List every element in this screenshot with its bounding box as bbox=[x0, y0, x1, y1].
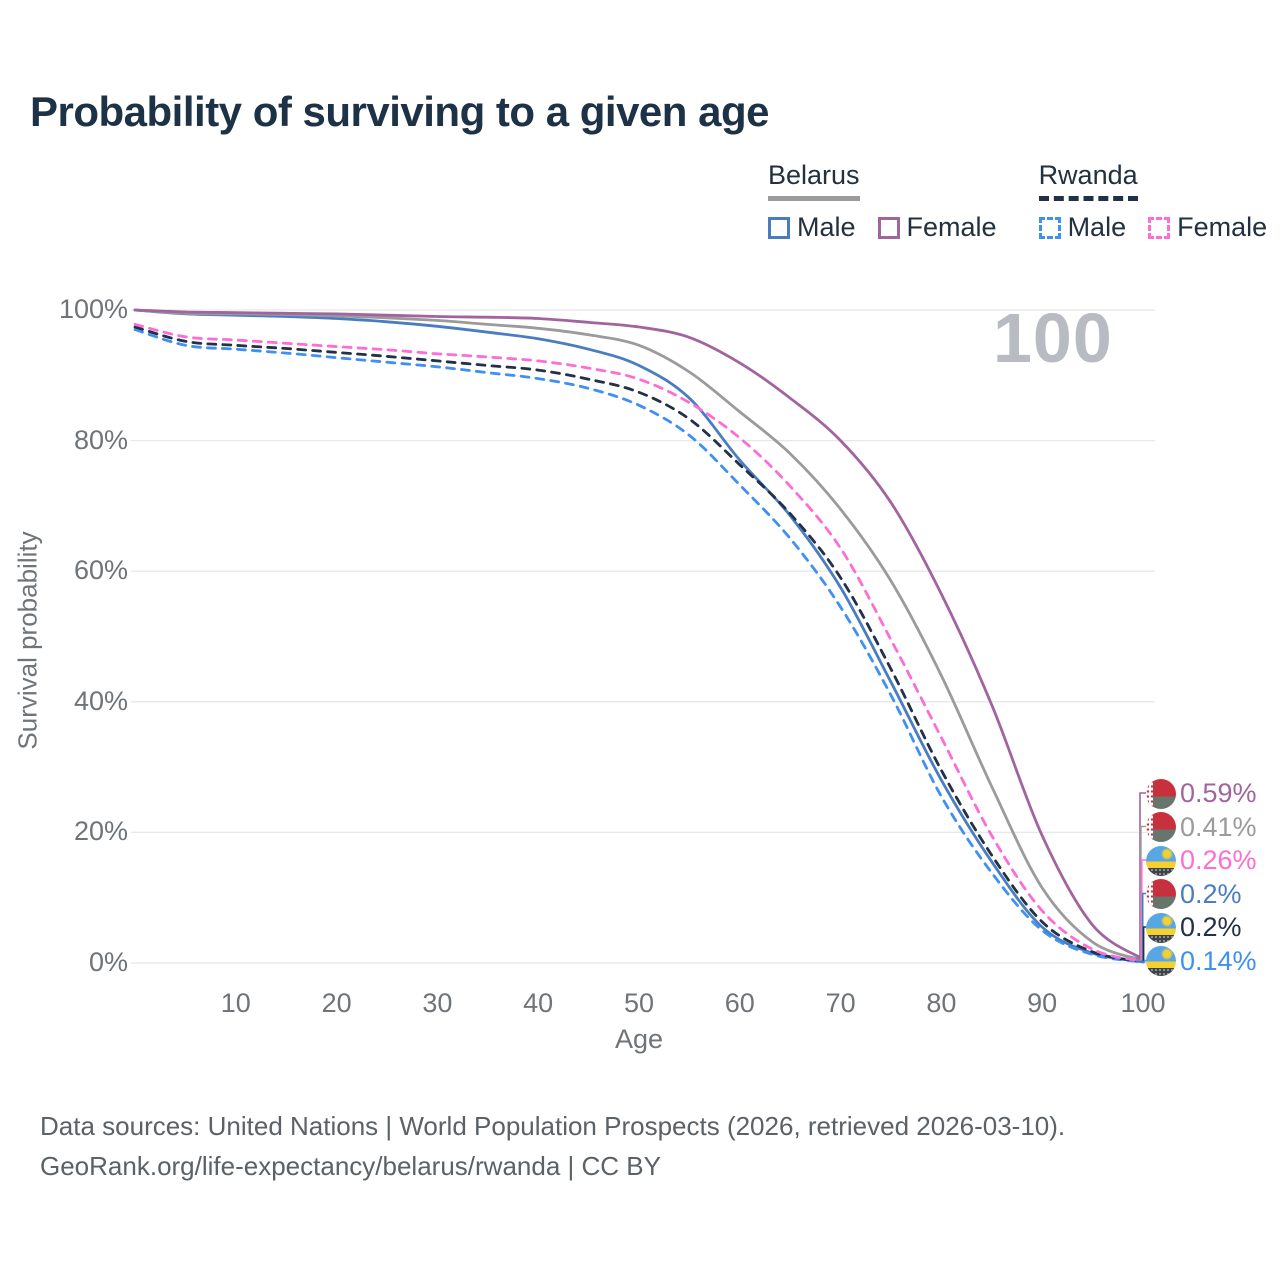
end-label-rwanda-male: 0.14% bbox=[1146, 946, 1257, 977]
rwanda-flag-icon bbox=[1146, 845, 1176, 876]
end-label-belarus-female: 0.59% bbox=[1146, 778, 1257, 809]
data-sources-line: Data sources: United Nations | World Pop… bbox=[40, 1111, 1066, 1141]
end-connector-1 bbox=[1136, 825, 1146, 962]
curve-rwanda-female bbox=[133, 323, 1145, 963]
end-value: 0.41% bbox=[1180, 811, 1257, 842]
legend-item-belarus-female[interactable]: Female bbox=[877, 212, 997, 243]
y-tick-80%: 80% bbox=[73, 424, 128, 455]
y-axis-title: Survival probability bbox=[12, 531, 43, 750]
belarus-flag-icon bbox=[1146, 778, 1176, 809]
legend-country-rwanda: Rwanda bbox=[1038, 160, 1138, 201]
x-tick-70: 70 bbox=[825, 988, 856, 1018]
x-tick-30: 30 bbox=[422, 988, 453, 1018]
y-tick-40%: 40% bbox=[73, 685, 128, 716]
curve-belarus-male bbox=[133, 308, 1145, 964]
y-tick-0%: 0% bbox=[88, 947, 128, 977]
end-label-belarus-both-sexes: 0.41% bbox=[1146, 812, 1257, 843]
legend-group-belarus: Belarus Male Female bbox=[768, 160, 997, 243]
end-connector-4 bbox=[1136, 926, 1146, 963]
x-tick-100: 100 bbox=[1120, 988, 1166, 1018]
end-connector-5 bbox=[1136, 959, 1146, 963]
legend-group-rwanda: Rwanda Male Female bbox=[1038, 160, 1267, 243]
page-title: Probability of surviving to a given age bbox=[30, 88, 769, 135]
legend-country-belarus: Belarus bbox=[768, 160, 860, 201]
rwanda-female-swatch-icon bbox=[1148, 216, 1171, 239]
belarus-female-swatch-icon bbox=[877, 216, 900, 239]
x-tick-90: 90 bbox=[1027, 988, 1058, 1018]
end-label-rwanda-both-sexes: 0.2% bbox=[1146, 912, 1242, 943]
end-connector-3 bbox=[1136, 892, 1146, 963]
y-tick-60%: 60% bbox=[73, 555, 128, 586]
footer-attribution: Data sources: United Nations | World Pop… bbox=[40, 1106, 1065, 1187]
legend-item-label: Male bbox=[1067, 212, 1127, 242]
legend-item-belarus-male[interactable]: Male bbox=[768, 212, 856, 243]
rwanda-flag-icon bbox=[1146, 946, 1176, 976]
end-value: 0.2% bbox=[1180, 912, 1242, 942]
x-tick-60: 60 bbox=[724, 988, 755, 1018]
end-connector-2 bbox=[1136, 859, 1146, 963]
belarus-male-swatch-icon bbox=[768, 216, 790, 239]
end-label-rwanda-female: 0.26% bbox=[1146, 845, 1257, 876]
legend-item-label: Male bbox=[797, 212, 856, 242]
legend-row-rwanda: Male Female bbox=[1038, 212, 1267, 243]
end-value: 0.14% bbox=[1180, 945, 1257, 976]
license-line: GeoRank.org/life-expectancy/belarus/rwan… bbox=[40, 1151, 661, 1182]
legend-row-belarus: Male Female bbox=[768, 212, 997, 243]
rwanda-flag-icon bbox=[1146, 912, 1176, 943]
x-tick-20: 20 bbox=[321, 988, 352, 1018]
x-tick-50: 50 bbox=[623, 988, 655, 1018]
end-value: 0.26% bbox=[1180, 845, 1257, 875]
x-tick-40: 40 bbox=[523, 988, 554, 1018]
x-tick-80: 80 bbox=[926, 988, 957, 1018]
belarus-flag-icon bbox=[1146, 812, 1176, 842]
belarus-flag-icon bbox=[1146, 879, 1176, 909]
legend-item-label: Female bbox=[1177, 212, 1268, 242]
x-axis-title: Age bbox=[614, 1024, 664, 1054]
curve-rwanda-both-sexes bbox=[133, 325, 1145, 964]
hovered-age-watermark: 100 bbox=[993, 299, 1113, 377]
curve-belarus-both-sexes bbox=[133, 308, 1145, 962]
y-tick-100%: 100% bbox=[58, 294, 128, 324]
legend-item-rwanda-male[interactable]: Male bbox=[1038, 212, 1127, 243]
y-tick-20%: 20% bbox=[73, 816, 128, 847]
legend-item-label: Female bbox=[906, 212, 997, 242]
end-value: 0.2% bbox=[1180, 878, 1242, 909]
x-tick-10: 10 bbox=[220, 988, 251, 1018]
end-value: 0.59% bbox=[1180, 778, 1257, 808]
curve-belarus-female bbox=[133, 308, 1145, 961]
end-connector-0 bbox=[1136, 792, 1146, 960]
end-label-belarus-male: 0.2% bbox=[1146, 879, 1242, 910]
curve-rwanda-male bbox=[133, 328, 1145, 964]
chart-legend: Belarus Male Female Rwanda Male bbox=[768, 160, 1267, 243]
rwanda-male-swatch-icon bbox=[1038, 216, 1061, 239]
legend-item-rwanda-female[interactable]: Female bbox=[1148, 212, 1267, 243]
